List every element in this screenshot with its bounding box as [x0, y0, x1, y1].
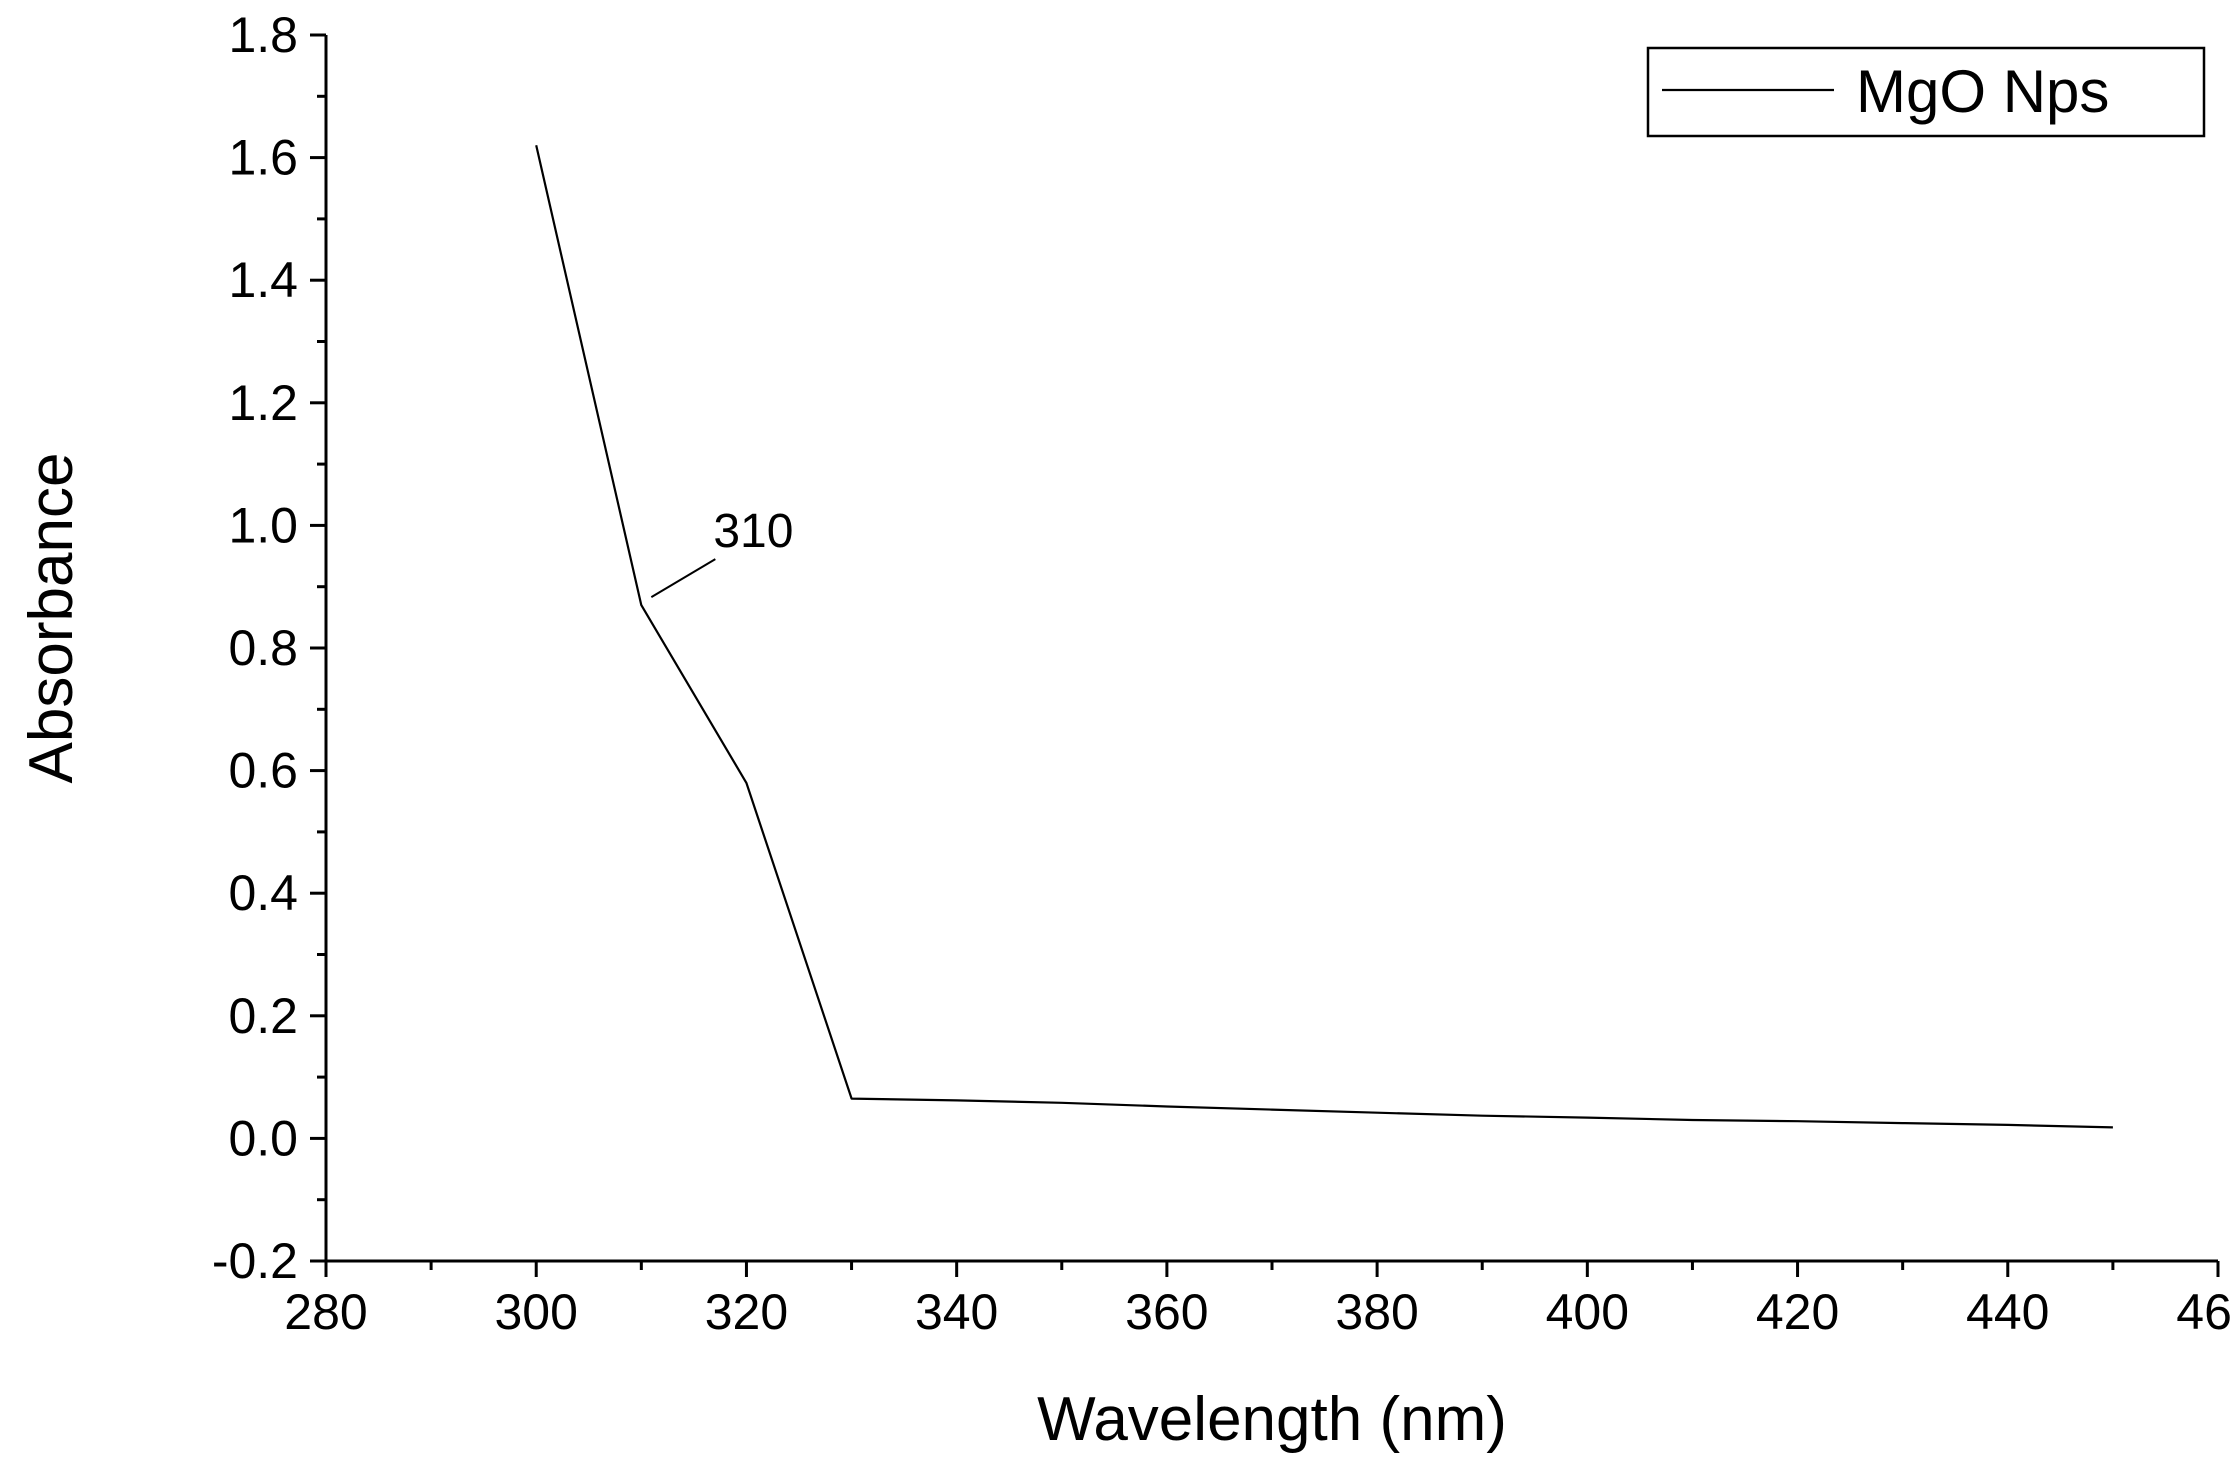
series-layer — [535, 145, 2113, 1129]
legend-label: MgO Nps — [1856, 58, 2109, 125]
y-tick-label: 1.6 — [228, 130, 298, 186]
x-axis-title: Wavelength (nm) — [1037, 1385, 1507, 1454]
axes — [324, 35, 2218, 1263]
y-tick-label: 0.4 — [228, 865, 298, 921]
x-tick-label: 460 — [2176, 1284, 2231, 1340]
x-tick-label: 280 — [284, 1284, 367, 1340]
x-tick-label: 320 — [705, 1284, 788, 1340]
legend: MgO Nps — [1646, 46, 2206, 138]
series-line-mgo-nps — [535, 145, 2113, 1129]
x-tick-label: 300 — [495, 1284, 578, 1340]
x-tick-label: 380 — [1335, 1284, 1418, 1340]
y-tick-label: 0.6 — [228, 743, 298, 799]
x-tick-label: 440 — [1966, 1284, 2049, 1340]
annotations: 310 — [650, 505, 793, 598]
y-tick-label: -0.2 — [212, 1233, 298, 1289]
annotation-label: 310 — [713, 505, 793, 558]
x-tick-label: 360 — [1125, 1284, 1208, 1340]
x-tick-label: 340 — [915, 1284, 998, 1340]
y-tick-label: 1.2 — [228, 375, 298, 431]
legend-box — [1646, 46, 2206, 138]
y-tick-label: 1.8 — [228, 7, 298, 63]
annotation-leader-line — [650, 558, 716, 598]
y-tick-label: 0.8 — [228, 620, 298, 676]
y-tick-label: 0.0 — [228, 1110, 298, 1166]
x-tick-label: 400 — [1546, 1284, 1629, 1340]
x-tick-label: 420 — [1756, 1284, 1839, 1340]
y-tick-label: 0.2 — [228, 988, 298, 1044]
ticks: 280 300 320 340 360 380 400 420 440 460 -0.2 0.0 0.2… — [212, 7, 2231, 1340]
y-tick-label: 1.4 — [228, 252, 298, 308]
y-axis-title: Absorbance — [17, 453, 86, 784]
y-tick-label: 1.0 — [228, 497, 298, 553]
